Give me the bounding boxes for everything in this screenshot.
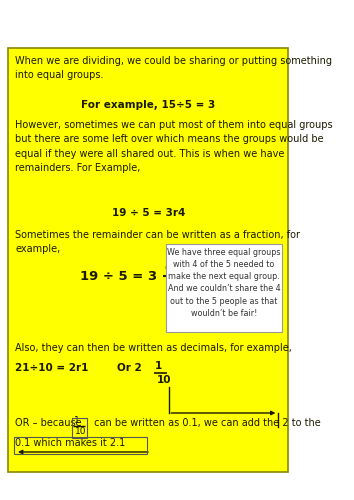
- Text: 1: 1: [74, 416, 80, 425]
- Text: 4: 4: [165, 259, 176, 274]
- Text: Sometimes the remainder can be written as a fraction, for: Sometimes the remainder can be written a…: [15, 230, 300, 240]
- Bar: [8, 48, 289, 472]
- Text: Or 2: Or 2: [118, 363, 142, 373]
- Text: 19 ÷ 5 = 3r4: 19 ÷ 5 = 3r4: [112, 208, 185, 218]
- Text: 10: 10: [75, 427, 86, 436]
- Text: 21÷10 = 2r1: 21÷10 = 2r1: [15, 363, 88, 373]
- Text: example,: example,: [15, 244, 60, 254]
- Text: For example, 15÷5 = 3: For example, 15÷5 = 3: [81, 100, 216, 110]
- Text: When we are dividing, we could be sharing or putting something
into equal groups: When we are dividing, we could be sharin…: [15, 56, 332, 80]
- Bar: [166, 244, 282, 332]
- Text: OR – because: OR – because: [15, 418, 85, 428]
- Text: We have three equal groups
with 4 of the 5 needed to
make the next equal group.
: We have three equal groups with 4 of the…: [167, 248, 281, 318]
- Text: However, sometimes we can put most of them into equal groups
but there are some : However, sometimes we can put most of th…: [15, 120, 333, 173]
- Text: 1: 1: [155, 361, 162, 371]
- Text: 19 ÷ 5 = 3: 19 ÷ 5 = 3: [80, 270, 157, 282]
- Text: 0.1 which makes it 2.1: 0.1 which makes it 2.1: [15, 438, 125, 448]
- Text: Also, they can then be written as decimals, for example,: Also, they can then be written as decima…: [15, 343, 292, 353]
- Text: 5: 5: [165, 278, 176, 293]
- Bar: [14, 437, 147, 454]
- Text: 10: 10: [157, 375, 171, 385]
- Bar: [72, 418, 87, 438]
- Text: can be written as 0.1, we can add the 2 to the: can be written as 0.1, we can add the 2 …: [91, 418, 320, 428]
